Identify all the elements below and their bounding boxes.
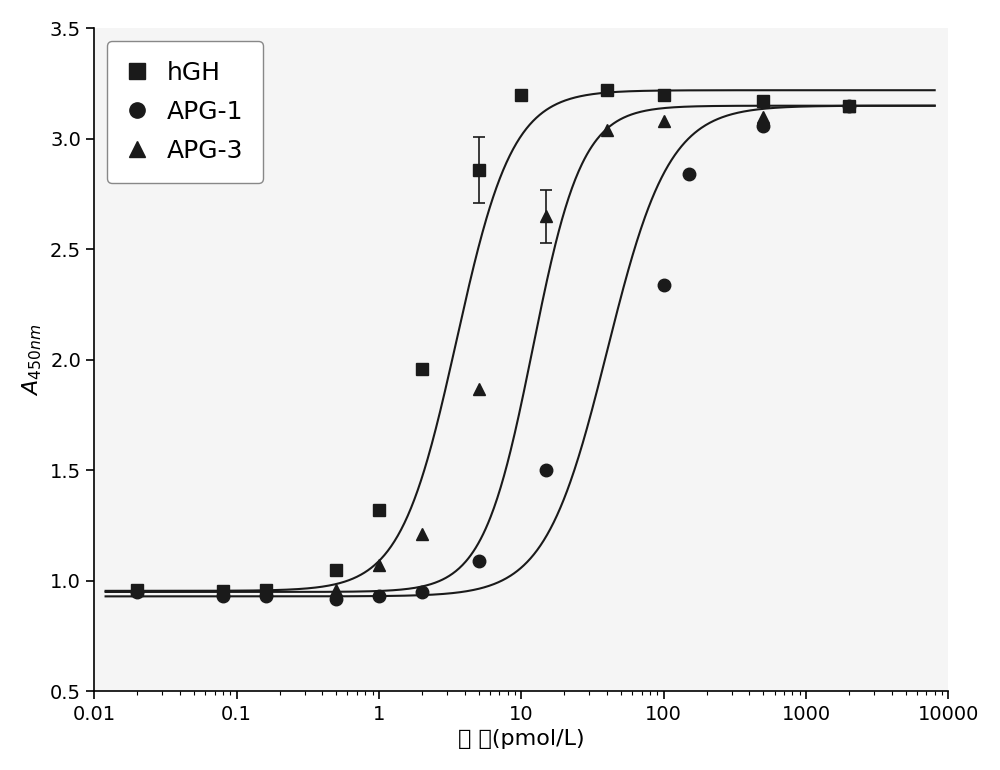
X-axis label: 浓 度(pmol/L): 浓 度(pmol/L)	[458, 729, 585, 749]
Y-axis label: $A_{450nm}$: $A_{450nm}$	[21, 324, 44, 396]
Legend: hGH, APG-1, APG-3: hGH, APG-1, APG-3	[107, 41, 263, 182]
